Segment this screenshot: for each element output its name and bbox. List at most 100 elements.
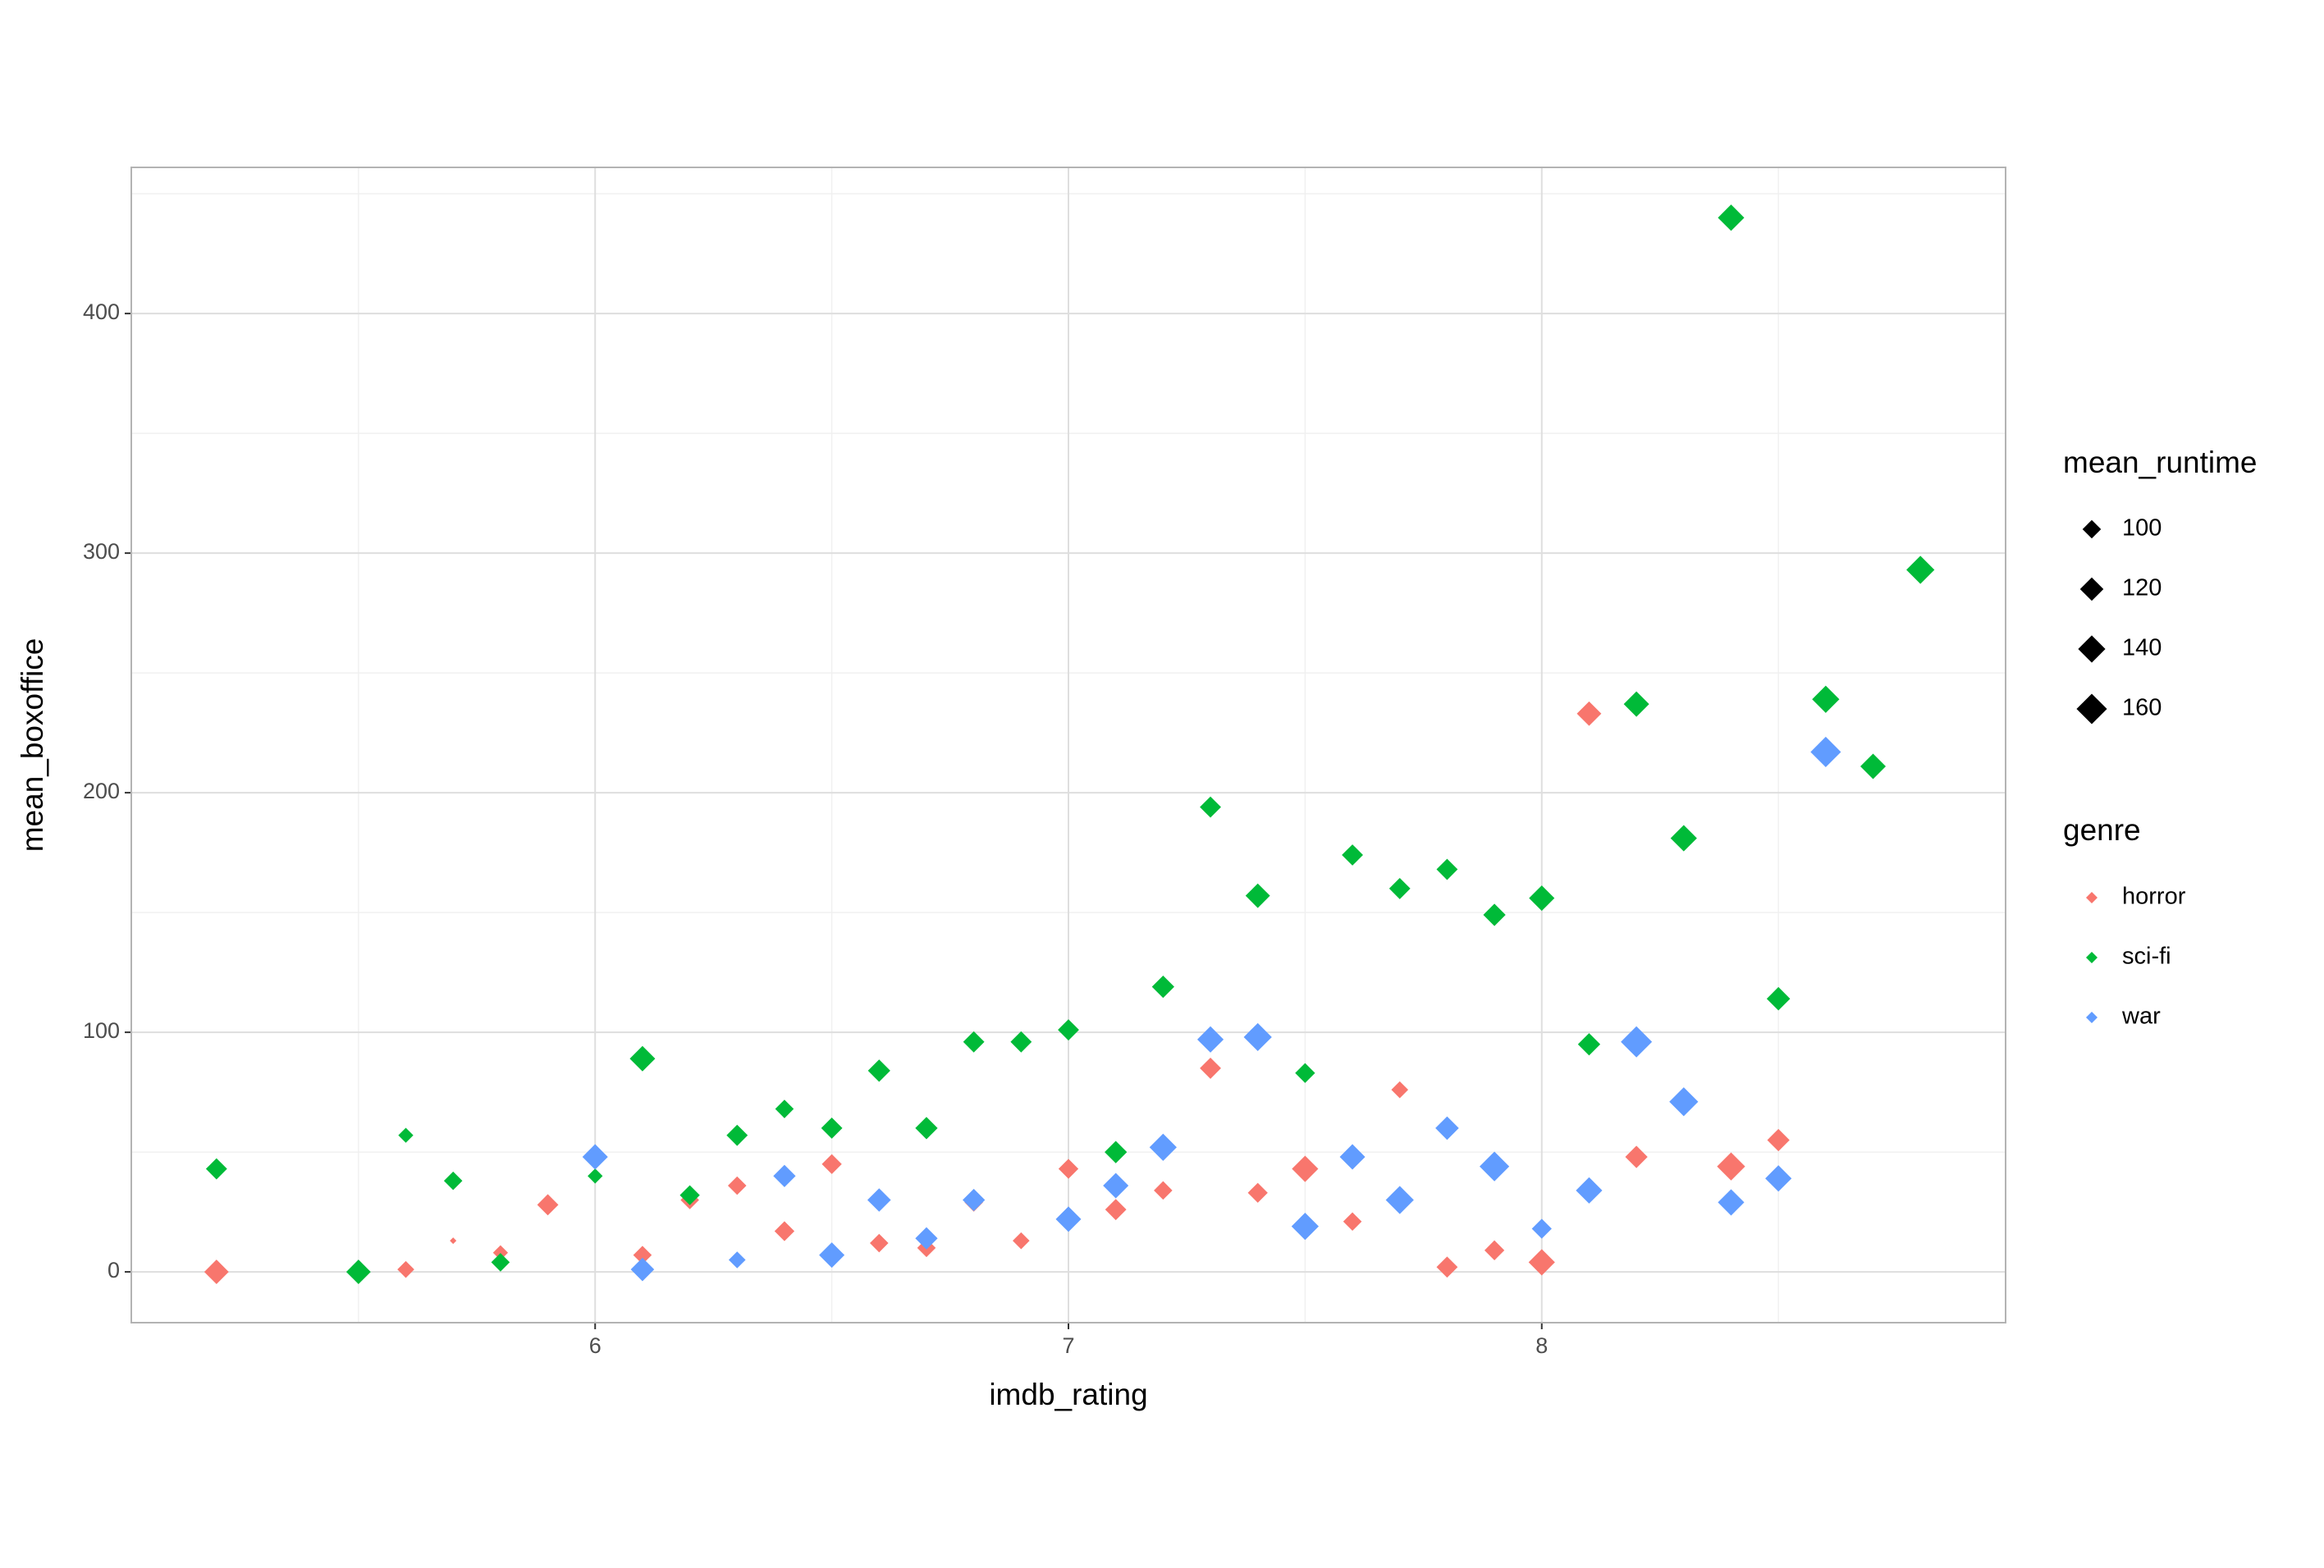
point [963, 1188, 986, 1212]
legend-label: horror [2122, 884, 2186, 910]
point [1196, 1026, 1224, 1053]
point [726, 1124, 748, 1146]
point [588, 1168, 603, 1184]
legend-label: sci-fi [2122, 944, 2171, 970]
size-legend-key [2076, 693, 2107, 725]
x-axis-title: imdb_rating [989, 1378, 1147, 1411]
point [1245, 883, 1270, 908]
point [491, 1253, 510, 1272]
point [398, 1127, 414, 1143]
point [1058, 1019, 1079, 1041]
point [1860, 753, 1887, 779]
point [450, 1237, 457, 1245]
point [630, 1257, 655, 1282]
point [205, 1158, 227, 1180]
point [1385, 1186, 1414, 1214]
point [915, 1227, 938, 1250]
point [443, 1171, 463, 1191]
point [1576, 701, 1602, 726]
point [915, 1117, 938, 1140]
point [1436, 1256, 1458, 1278]
point [1812, 685, 1840, 713]
point [1343, 1212, 1362, 1232]
point [867, 1188, 891, 1212]
point [1010, 1031, 1032, 1053]
point [821, 1117, 843, 1139]
point [629, 1045, 656, 1072]
point [963, 1031, 985, 1053]
point [1718, 204, 1745, 231]
y-tick-label: 200 [83, 779, 120, 803]
y-tick-label: 0 [108, 1258, 120, 1282]
point [1669, 1087, 1699, 1117]
point [537, 1194, 559, 1216]
point [1625, 1145, 1648, 1168]
color-legend-title: genre [2063, 813, 2141, 847]
point [679, 1185, 700, 1205]
point [1151, 975, 1174, 999]
point [1576, 1177, 1603, 1204]
point [633, 1246, 652, 1264]
x-tick-label: 6 [589, 1333, 602, 1358]
point [204, 1259, 229, 1285]
y-tick-label: 300 [83, 539, 120, 564]
point [727, 1176, 747, 1195]
x-tick-label: 8 [1535, 1333, 1548, 1358]
point [1292, 1155, 1319, 1182]
point [1291, 1213, 1319, 1241]
point [773, 1164, 796, 1187]
point [1295, 1063, 1315, 1083]
point [1243, 1022, 1272, 1052]
point [1531, 1218, 1552, 1239]
size-legend-key [2078, 635, 2106, 663]
point [1058, 1159, 1079, 1179]
point [1342, 844, 1363, 866]
point [1436, 858, 1458, 880]
size-legend-title: mean_runtime [2063, 446, 2258, 479]
y-tick-label: 400 [83, 299, 120, 324]
point [1623, 691, 1649, 717]
y-axis-title: mean_boxoffice [16, 638, 49, 853]
point [1055, 1206, 1082, 1232]
point [1339, 1144, 1366, 1170]
x-tick-label: 7 [1062, 1333, 1074, 1358]
point [1528, 1249, 1555, 1276]
size-legend-key [2079, 577, 2104, 601]
size-legend-label: 100 [2122, 515, 2162, 542]
point [1103, 1173, 1129, 1199]
size-legend-key [2082, 519, 2102, 539]
point [1391, 1081, 1409, 1099]
point [397, 1260, 414, 1278]
point [1483, 903, 1506, 926]
point [1765, 1165, 1792, 1192]
point [1810, 736, 1841, 768]
point [774, 1221, 795, 1241]
point [1906, 555, 1935, 584]
point [1200, 796, 1221, 818]
point [1200, 1057, 1221, 1079]
point [1670, 825, 1697, 852]
point [492, 1245, 509, 1260]
point [1577, 1033, 1601, 1056]
point [1013, 1232, 1030, 1250]
point [819, 1242, 845, 1269]
point [728, 1251, 746, 1269]
y-tick-label: 100 [83, 1018, 120, 1043]
size-legend-label: 120 [2122, 575, 2162, 601]
legend-label: war [2121, 1003, 2161, 1030]
point [1105, 1141, 1128, 1163]
point [1154, 1181, 1173, 1200]
point [1767, 1128, 1790, 1152]
panel-border [130, 167, 2006, 1323]
point [345, 1259, 371, 1285]
point [582, 1144, 608, 1170]
size-legend-label: 140 [2122, 635, 2162, 661]
point [1529, 885, 1555, 912]
point [1435, 1116, 1459, 1141]
legend-key [2086, 892, 2098, 903]
point [1484, 1240, 1505, 1260]
point [1149, 1133, 1177, 1161]
legend-key [2086, 1012, 2098, 1023]
